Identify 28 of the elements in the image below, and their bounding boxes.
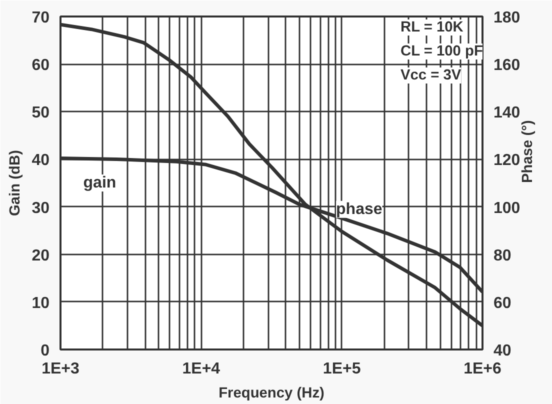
y2-tick-label: 140 bbox=[494, 104, 520, 122]
x-tick-label: 1E+4 bbox=[182, 360, 220, 378]
y2-tick-label: 80 bbox=[494, 247, 512, 264]
y-tick-label: 10 bbox=[32, 294, 50, 312]
y2-tick-label: 120 bbox=[494, 152, 520, 170]
x-tick-label: 1E+5 bbox=[322, 360, 361, 378]
y-tick-label: 60 bbox=[32, 57, 50, 74]
annotation: gain bbox=[83, 174, 116, 192]
y2-axis-title: Phase (°) bbox=[520, 120, 536, 183]
x-tick-label: 1E+3 bbox=[42, 360, 80, 378]
annotation: RL = 10K bbox=[400, 20, 464, 36]
y-tick-label: 40 bbox=[32, 152, 50, 170]
y2-tick-label: 40 bbox=[494, 342, 512, 360]
annotation: Vcc = 3V bbox=[400, 68, 462, 84]
y2-tick-label: 180 bbox=[494, 10, 520, 26]
x-tick-label: 1E+6 bbox=[464, 360, 502, 378]
y-tick-label: 50 bbox=[32, 104, 50, 122]
x-axis-title: Frequency (Hz) bbox=[218, 386, 325, 402]
y-tick-label: 20 bbox=[32, 247, 50, 264]
y-tick-label: 0 bbox=[40, 342, 50, 360]
y-tick-label: 70 bbox=[32, 10, 50, 26]
y-axis-title: Gain (dB) bbox=[8, 150, 24, 216]
y2-tick-label: 60 bbox=[494, 294, 512, 312]
y2-tick-label: 100 bbox=[494, 200, 520, 217]
y-tick-label: 30 bbox=[32, 200, 50, 217]
y2-tick-label: 160 bbox=[494, 57, 520, 74]
series-label: phase bbox=[336, 200, 382, 218]
annotation: CL = 100 pF bbox=[400, 44, 483, 60]
